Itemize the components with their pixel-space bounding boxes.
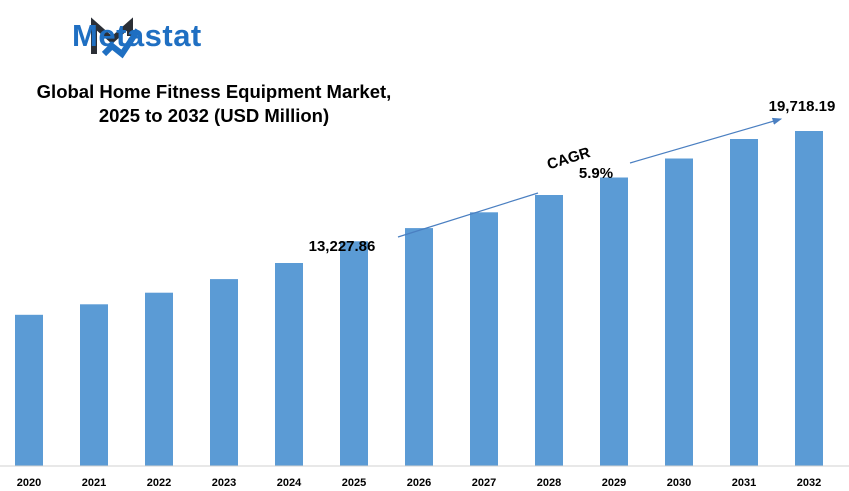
x-tick-label-2023: 2023 xyxy=(212,477,236,489)
metastat-logo-icon xyxy=(91,17,141,59)
bar-2024 xyxy=(275,263,303,466)
cagr-arrow-upper xyxy=(629,117,783,164)
bar-2030 xyxy=(665,158,693,466)
bar-2021 xyxy=(80,304,108,466)
bar-2031 xyxy=(730,139,758,466)
bar-2026 xyxy=(405,228,433,466)
x-tick-label-2021: 2021 xyxy=(82,477,106,489)
x-tick-label-2028: 2028 xyxy=(537,477,561,489)
x-tick-label-2029: 2029 xyxy=(602,477,626,489)
cagr-arrow-lower xyxy=(397,192,539,238)
end-value-label: 19,718.19 xyxy=(769,98,836,115)
bar-2029 xyxy=(600,177,628,466)
bar-2032 xyxy=(795,131,823,466)
x-tick-label-2024: 2024 xyxy=(277,477,302,489)
chart-title-line-1: Global Home Fitness Equipment Market, xyxy=(36,81,392,102)
x-tick-label-2020: 2020 xyxy=(17,477,41,489)
start-value-label: 13,227.86 xyxy=(309,238,376,255)
brand-name: Metastat xyxy=(72,18,202,53)
bar-2025 xyxy=(340,241,368,466)
cagr-value: 5.9% xyxy=(579,165,613,182)
x-tick-label-2030: 2030 xyxy=(667,477,691,489)
x-tick-label-2022: 2022 xyxy=(147,477,171,489)
chart-title: Global Home Fitness Equipment Market, 20… xyxy=(14,80,414,128)
x-tick-label-2031: 2031 xyxy=(732,477,756,489)
chart-title-line-2: 2025 to 2032 (USD Million) xyxy=(98,105,330,126)
bar-2028 xyxy=(535,195,563,466)
bar-2020 xyxy=(15,314,43,466)
x-tick-label-2027: 2027 xyxy=(472,477,496,489)
x-tick-label-2025: 2025 xyxy=(342,477,366,489)
bar-2023 xyxy=(210,279,238,466)
x-tick-label-2026: 2026 xyxy=(407,477,431,489)
bar-2027 xyxy=(470,212,498,466)
bar-2022 xyxy=(145,292,173,466)
x-tick-label-2032: 2032 xyxy=(797,477,821,489)
